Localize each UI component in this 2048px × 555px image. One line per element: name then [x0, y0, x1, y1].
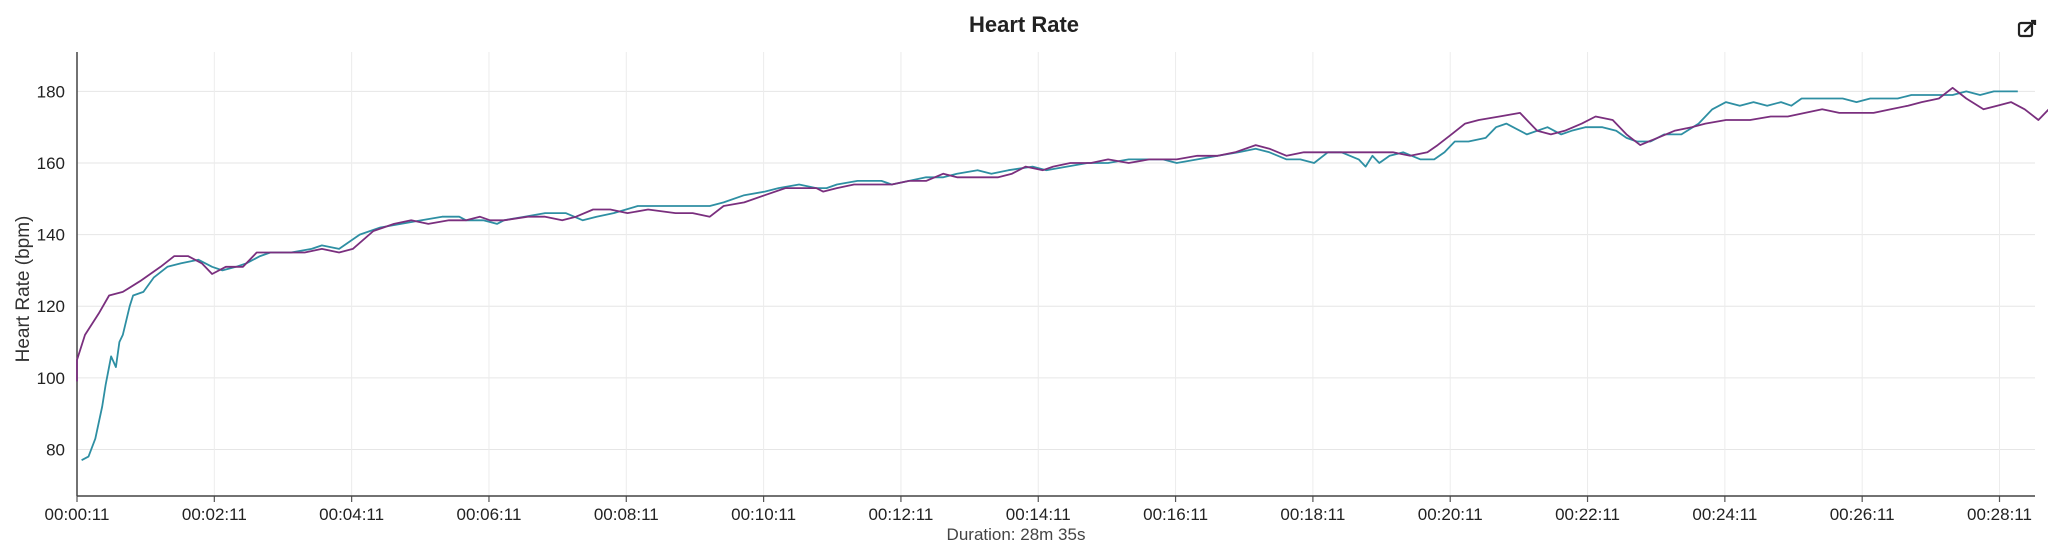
x-tick-label: 00:22:11 [1555, 505, 1620, 524]
edit-chart-button[interactable] [2016, 18, 2038, 40]
series-line-1 [81, 90, 2018, 461]
series-line-2 [76, 86, 2048, 382]
x-tick-label: 00:00:11 [45, 505, 110, 524]
x-tick-label: 00:06:11 [457, 505, 522, 524]
x-tick-label: 00:18:11 [1280, 505, 1345, 524]
y-tick-label: 100 [37, 369, 65, 388]
edit-icon [2017, 19, 2037, 38]
x-tick-label: 00:04:11 [319, 505, 384, 524]
x-tick-labels: 00:00:11 00:02:11 00:04:11 00:06:11 00:08:11… [45, 505, 2032, 524]
y-tick-label: 120 [37, 297, 65, 316]
x-tick-label: 00:02:11 [182, 505, 247, 524]
x-tick-label: 00:08:11 [594, 505, 659, 524]
chart-title: Heart Rate [968, 12, 1080, 37]
x-tick-label: 00:10:11 [731, 505, 796, 524]
x-tick-label: 00:28:11 [1967, 505, 2032, 524]
x-tick-label: 00:26:11 [1830, 505, 1895, 524]
axes [76, 52, 2035, 497]
x-tick-label: 00:12:11 [868, 505, 933, 524]
x-tick-label: 00:20:11 [1418, 505, 1483, 524]
y-tick-label: 160 [37, 154, 65, 173]
duration-label: Duration: 28m 35s [947, 525, 1086, 544]
x-tick-label: 00:24:11 [1692, 505, 1757, 524]
y-tick-label: 140 [37, 226, 65, 245]
y-tick-label: 80 [46, 440, 65, 459]
y-tick-label: 180 [37, 82, 65, 101]
y-axis-label: Heart Rate (bpm) [13, 216, 34, 363]
x-tick-label: 00:14:11 [1006, 505, 1071, 524]
series-lines [76, 86, 2048, 461]
y-tick-labels: 80 100 120 140 160 180 [37, 82, 65, 459]
x-tick-label: 00:16:11 [1143, 505, 1208, 524]
